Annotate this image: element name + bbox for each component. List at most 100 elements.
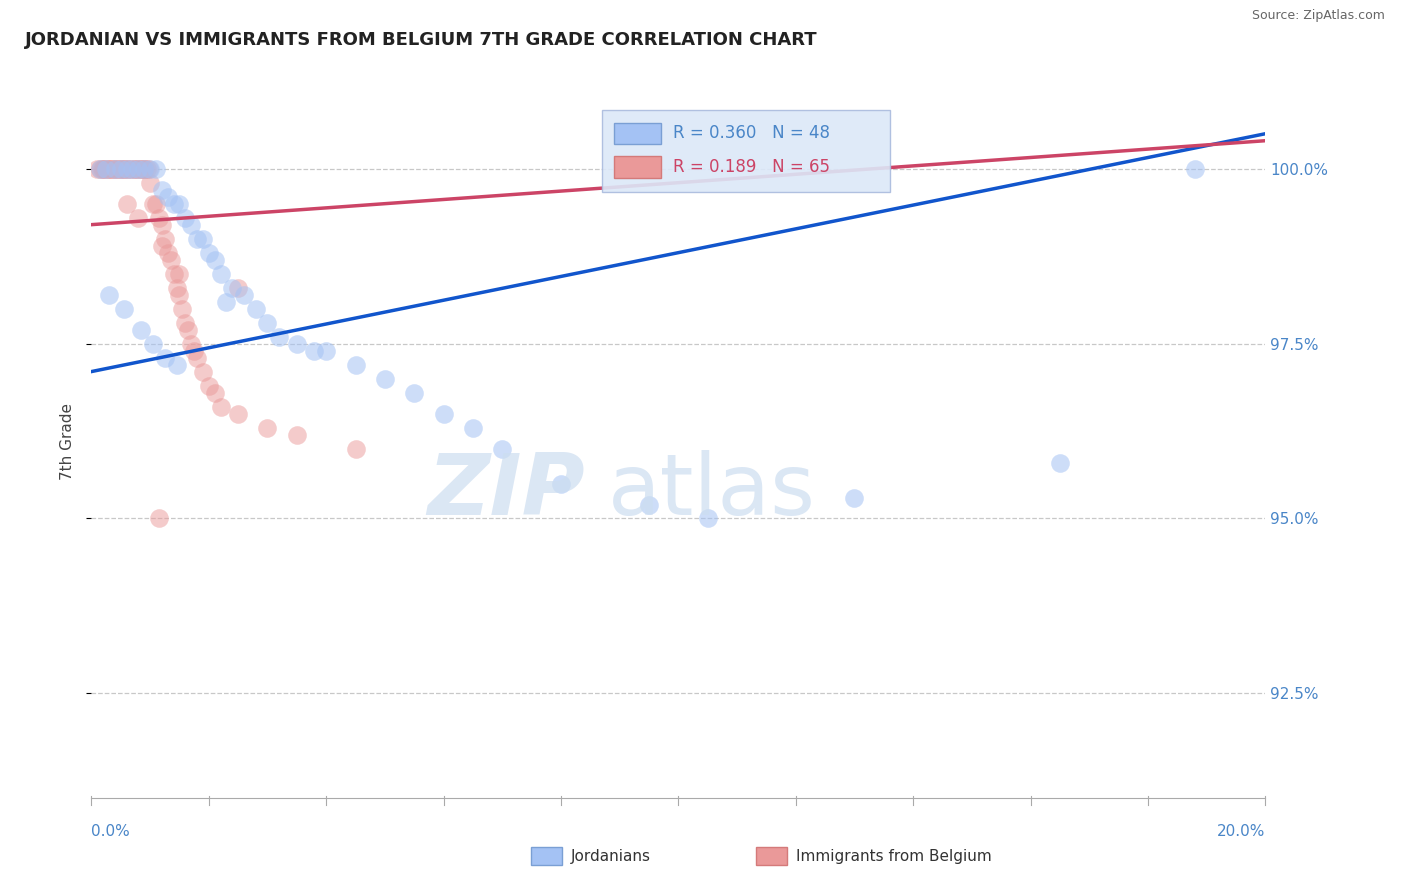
Point [110,161,132,176]
Point [256,420,278,434]
Point [269,329,291,343]
Point [117,161,139,176]
Text: atlas: atlas [607,450,815,533]
Point [186,232,208,246]
Point [89,161,111,176]
Point [86,161,108,176]
Point [127,161,149,176]
Point [844,491,866,505]
Point [145,196,167,211]
Point [166,280,188,294]
Point [138,161,160,176]
Point [150,218,173,232]
Point [150,183,173,197]
Bar [614,156,661,178]
Point [166,358,188,372]
Point [108,161,131,176]
Point [183,343,205,358]
Point [127,211,149,225]
Point [162,267,184,281]
Point [127,161,149,176]
Y-axis label: 7th Grade: 7th Grade [59,403,75,480]
Point [197,245,219,260]
Point [285,336,308,351]
Point [1184,161,1206,176]
Point [177,323,200,337]
Point [191,232,214,246]
Text: Source: ZipAtlas.com: Source: ZipAtlas.com [1251,9,1385,22]
Point [111,161,134,176]
Point [226,280,249,294]
Point [115,161,138,176]
Point [374,371,396,385]
Point [226,407,249,421]
Point [696,511,718,525]
Point [315,343,337,358]
Point [93,161,115,176]
Point [344,442,367,456]
Point [491,442,513,456]
Point [197,378,219,392]
Point [139,176,162,190]
Bar [602,110,890,192]
Point [180,218,202,232]
Point [256,316,278,330]
Point [191,365,214,379]
Point [134,161,156,176]
Point [94,161,117,176]
Point [159,252,181,267]
Point [174,316,197,330]
Point [121,161,143,176]
Point [128,161,150,176]
Point [115,196,138,211]
Point [97,161,120,176]
Point [107,161,129,176]
Point [169,196,191,211]
Point [169,267,191,281]
Point [174,211,197,225]
Point [433,407,456,421]
Point [98,161,121,176]
Point [129,161,152,176]
Point [153,351,176,365]
Point [129,323,152,337]
Text: Immigrants from Belgium: Immigrants from Belgium [796,849,991,863]
Point [461,420,484,434]
Point [145,161,167,176]
Text: Jordanians: Jordanians [571,849,651,863]
Point [115,161,138,176]
Point [204,252,226,267]
Point [105,161,128,176]
Text: JORDANIAN VS IMMIGRANTS FROM BELGIUM 7TH GRADE CORRELATION CHART: JORDANIAN VS IMMIGRANTS FROM BELGIUM 7TH… [25,31,818,49]
Point [304,343,326,358]
Point [121,161,143,176]
Point [233,287,256,301]
Bar [614,122,661,144]
Point [148,211,170,225]
Point [134,161,156,176]
Text: R = 0.189   N = 65: R = 0.189 N = 65 [672,158,830,176]
Point [404,385,426,400]
Point [112,301,135,316]
Point [245,301,267,316]
Point [142,336,165,351]
Point [550,476,572,491]
Point [1049,456,1071,470]
Point [156,245,179,260]
Point [180,336,202,351]
Point [150,238,173,252]
Point [98,161,121,176]
Point [118,161,141,176]
Point [89,161,111,176]
Point [285,427,308,442]
Point [127,161,149,176]
Point [104,161,127,176]
Point [103,161,125,176]
Point [132,161,155,176]
Point [136,161,159,176]
Point [114,161,136,176]
Point [169,287,191,301]
Point [94,161,117,176]
Point [134,161,156,176]
Point [156,189,179,203]
